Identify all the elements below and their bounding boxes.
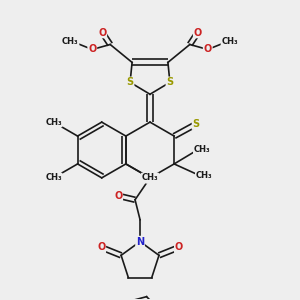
Text: O: O xyxy=(114,191,122,201)
Text: CH₃: CH₃ xyxy=(142,173,158,182)
Text: CH₃: CH₃ xyxy=(194,146,210,154)
Text: CH₃: CH₃ xyxy=(62,37,79,46)
Text: CH₃: CH₃ xyxy=(196,171,212,180)
Text: CH₃: CH₃ xyxy=(45,118,62,127)
Text: O: O xyxy=(88,44,96,55)
Text: O: O xyxy=(194,28,202,38)
Text: S: S xyxy=(166,77,173,87)
Text: CH₃: CH₃ xyxy=(45,173,62,182)
Text: CH₃: CH₃ xyxy=(221,37,238,46)
Text: O: O xyxy=(97,242,105,252)
Text: N: N xyxy=(136,237,144,247)
Text: S: S xyxy=(193,119,200,129)
Text: O: O xyxy=(98,28,106,38)
Text: O: O xyxy=(204,44,212,55)
Text: O: O xyxy=(175,242,183,252)
Text: S: S xyxy=(127,77,134,87)
Text: N: N xyxy=(146,173,154,183)
